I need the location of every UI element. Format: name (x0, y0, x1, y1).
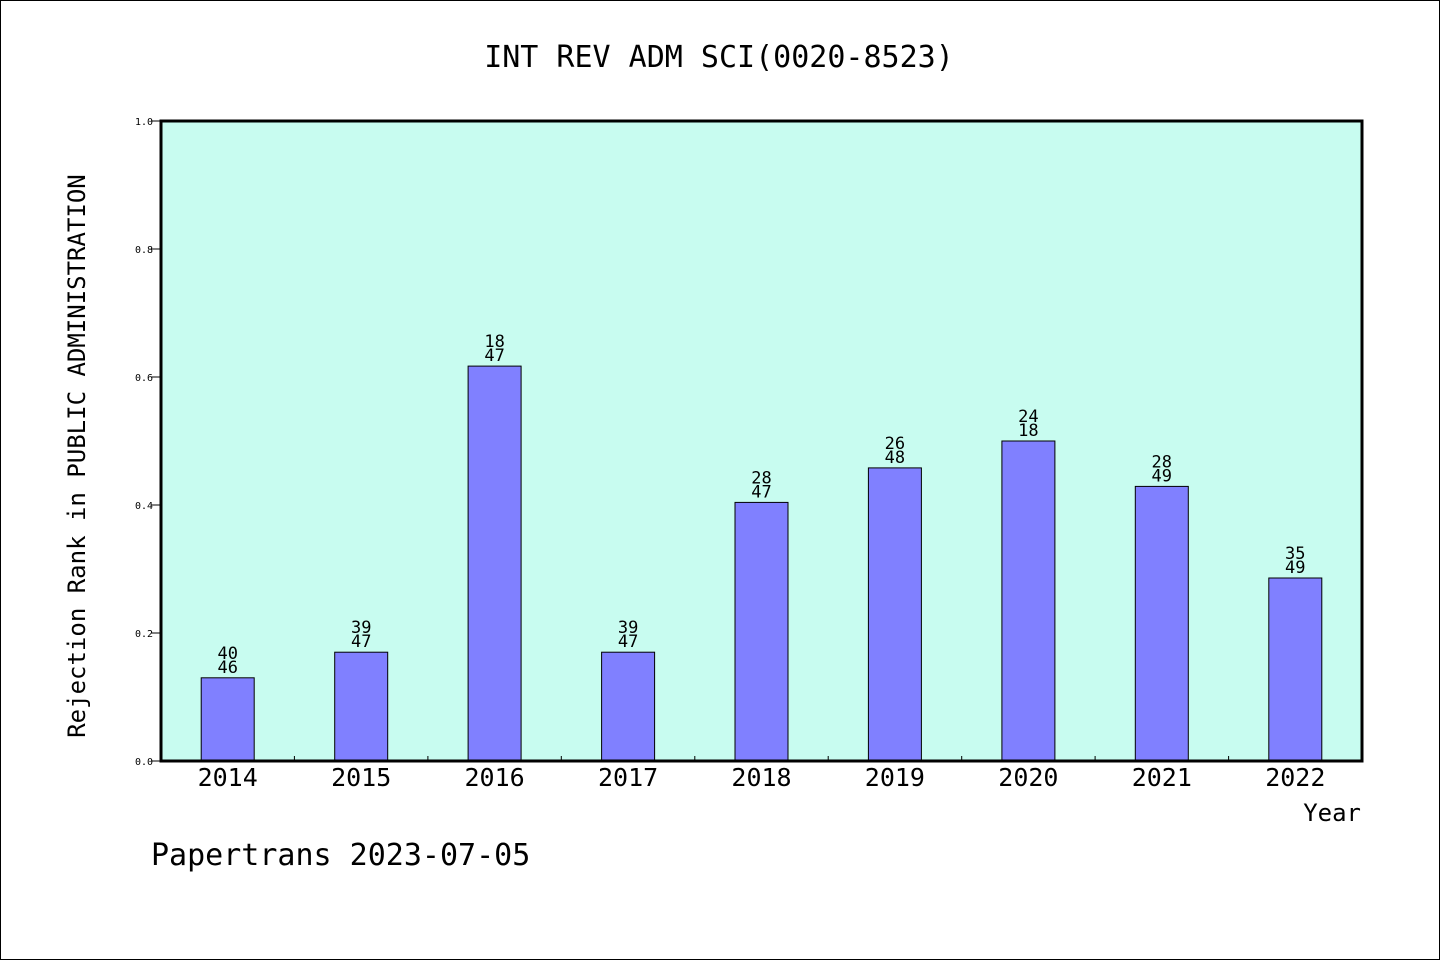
bar-label-bottom: 47 (484, 346, 504, 366)
bar-label-top: 18 (484, 332, 504, 352)
x-tick-label: 2017 (598, 763, 658, 792)
bar-label-top: 28 (751, 468, 771, 488)
chart-title: INT REV ADM SCI(0020-8523) (484, 40, 954, 75)
bar-label-bottom: 47 (751, 482, 771, 502)
bar-label-bottom: 48 (885, 448, 905, 468)
x-axis-label: Year (1303, 799, 1361, 827)
y-tick-label: 0.8 (135, 245, 153, 256)
bar-label-bottom: 46 (217, 658, 237, 678)
bar-label-top: 35 (1285, 544, 1305, 564)
plot-frame (159, 119, 1364, 763)
y-tick-label: 0.2 (135, 629, 153, 640)
x-tick-label: 2021 (1132, 763, 1192, 792)
y-tick-label: 0.0 (135, 757, 153, 768)
bar (1268, 577, 1323, 762)
y-axis: 0.0 0.2 0.4 0.6 0.8 1.0 (135, 117, 161, 768)
x-tick-label: 2016 (464, 763, 524, 792)
bar-label-bottom: 49 (1152, 466, 1172, 486)
bar-label-bottom: 47 (351, 632, 371, 652)
bar (200, 677, 255, 762)
bars-layer (200, 365, 1323, 762)
bar-label-bottom: 49 (1285, 558, 1305, 578)
bar-label-top: 24 (1018, 407, 1038, 427)
bar-label-bottom: 18 (1018, 421, 1038, 441)
x-axis: 2014 2015 2016 2017 2018 2019 2020 2021 2022 (198, 756, 1325, 792)
bar (1001, 440, 1056, 762)
bar-label-top: 26 (885, 434, 905, 454)
bar (867, 467, 922, 762)
x-tick-label: 2020 (998, 763, 1058, 792)
bar-label-top: 28 (1152, 452, 1172, 472)
bar-label-top: 39 (618, 618, 638, 638)
bar (601, 651, 656, 762)
x-tick-label: 2022 (1265, 763, 1325, 792)
x-tick-label: 2014 (198, 763, 258, 792)
bar (334, 651, 389, 762)
bar (734, 501, 789, 762)
y-axis-label: Rejection Rank in PUBLIC ADMINISTRATION (63, 174, 91, 738)
y-tick-label: 0.4 (135, 501, 153, 512)
y-tick-label: 1.0 (135, 117, 153, 128)
bar-label-top: 40 (217, 644, 237, 664)
x-tick-label: 2018 (731, 763, 791, 792)
bar (467, 365, 522, 762)
bar-label-bottom: 47 (618, 632, 638, 652)
x-tick-label: 2019 (865, 763, 925, 792)
footer-credit: Papertrans 2023-07-05 (151, 838, 530, 873)
x-tick-label: 2015 (331, 763, 391, 792)
y-tick-label: 0.6 (135, 373, 153, 384)
bar (1134, 485, 1189, 762)
bar-label-top: 39 (351, 618, 371, 638)
